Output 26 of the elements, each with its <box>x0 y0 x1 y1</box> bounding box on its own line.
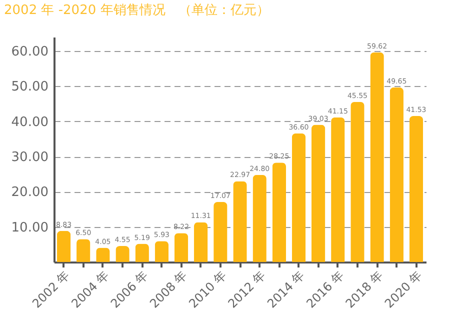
bar <box>56 230 71 262</box>
bar <box>135 244 149 262</box>
bar <box>233 181 247 262</box>
bar <box>76 239 90 262</box>
bar <box>252 174 266 262</box>
bar <box>292 133 306 262</box>
bar <box>116 246 130 262</box>
y-tick-label: 10.00 <box>11 220 48 236</box>
bar <box>409 116 424 262</box>
bar <box>154 241 169 262</box>
chart-title: 2002 年 -2020 年销售情况 （单位：亿元） <box>4 3 270 18</box>
bar <box>272 162 286 262</box>
bar <box>331 117 345 262</box>
y-tick-label: 60.00 <box>11 44 48 60</box>
bar <box>174 233 188 262</box>
bar <box>390 87 404 262</box>
bar <box>350 102 364 262</box>
y-tick-label: 20.00 <box>11 185 48 200</box>
bar <box>194 222 208 262</box>
bar <box>311 124 326 262</box>
y-tick-label: 50.00 <box>11 80 48 95</box>
bar <box>370 52 384 262</box>
y-tick-label: 30.00 <box>11 150 48 166</box>
y-tick-label: 40.00 <box>11 114 48 130</box>
bar <box>214 202 228 262</box>
bar <box>96 248 110 262</box>
